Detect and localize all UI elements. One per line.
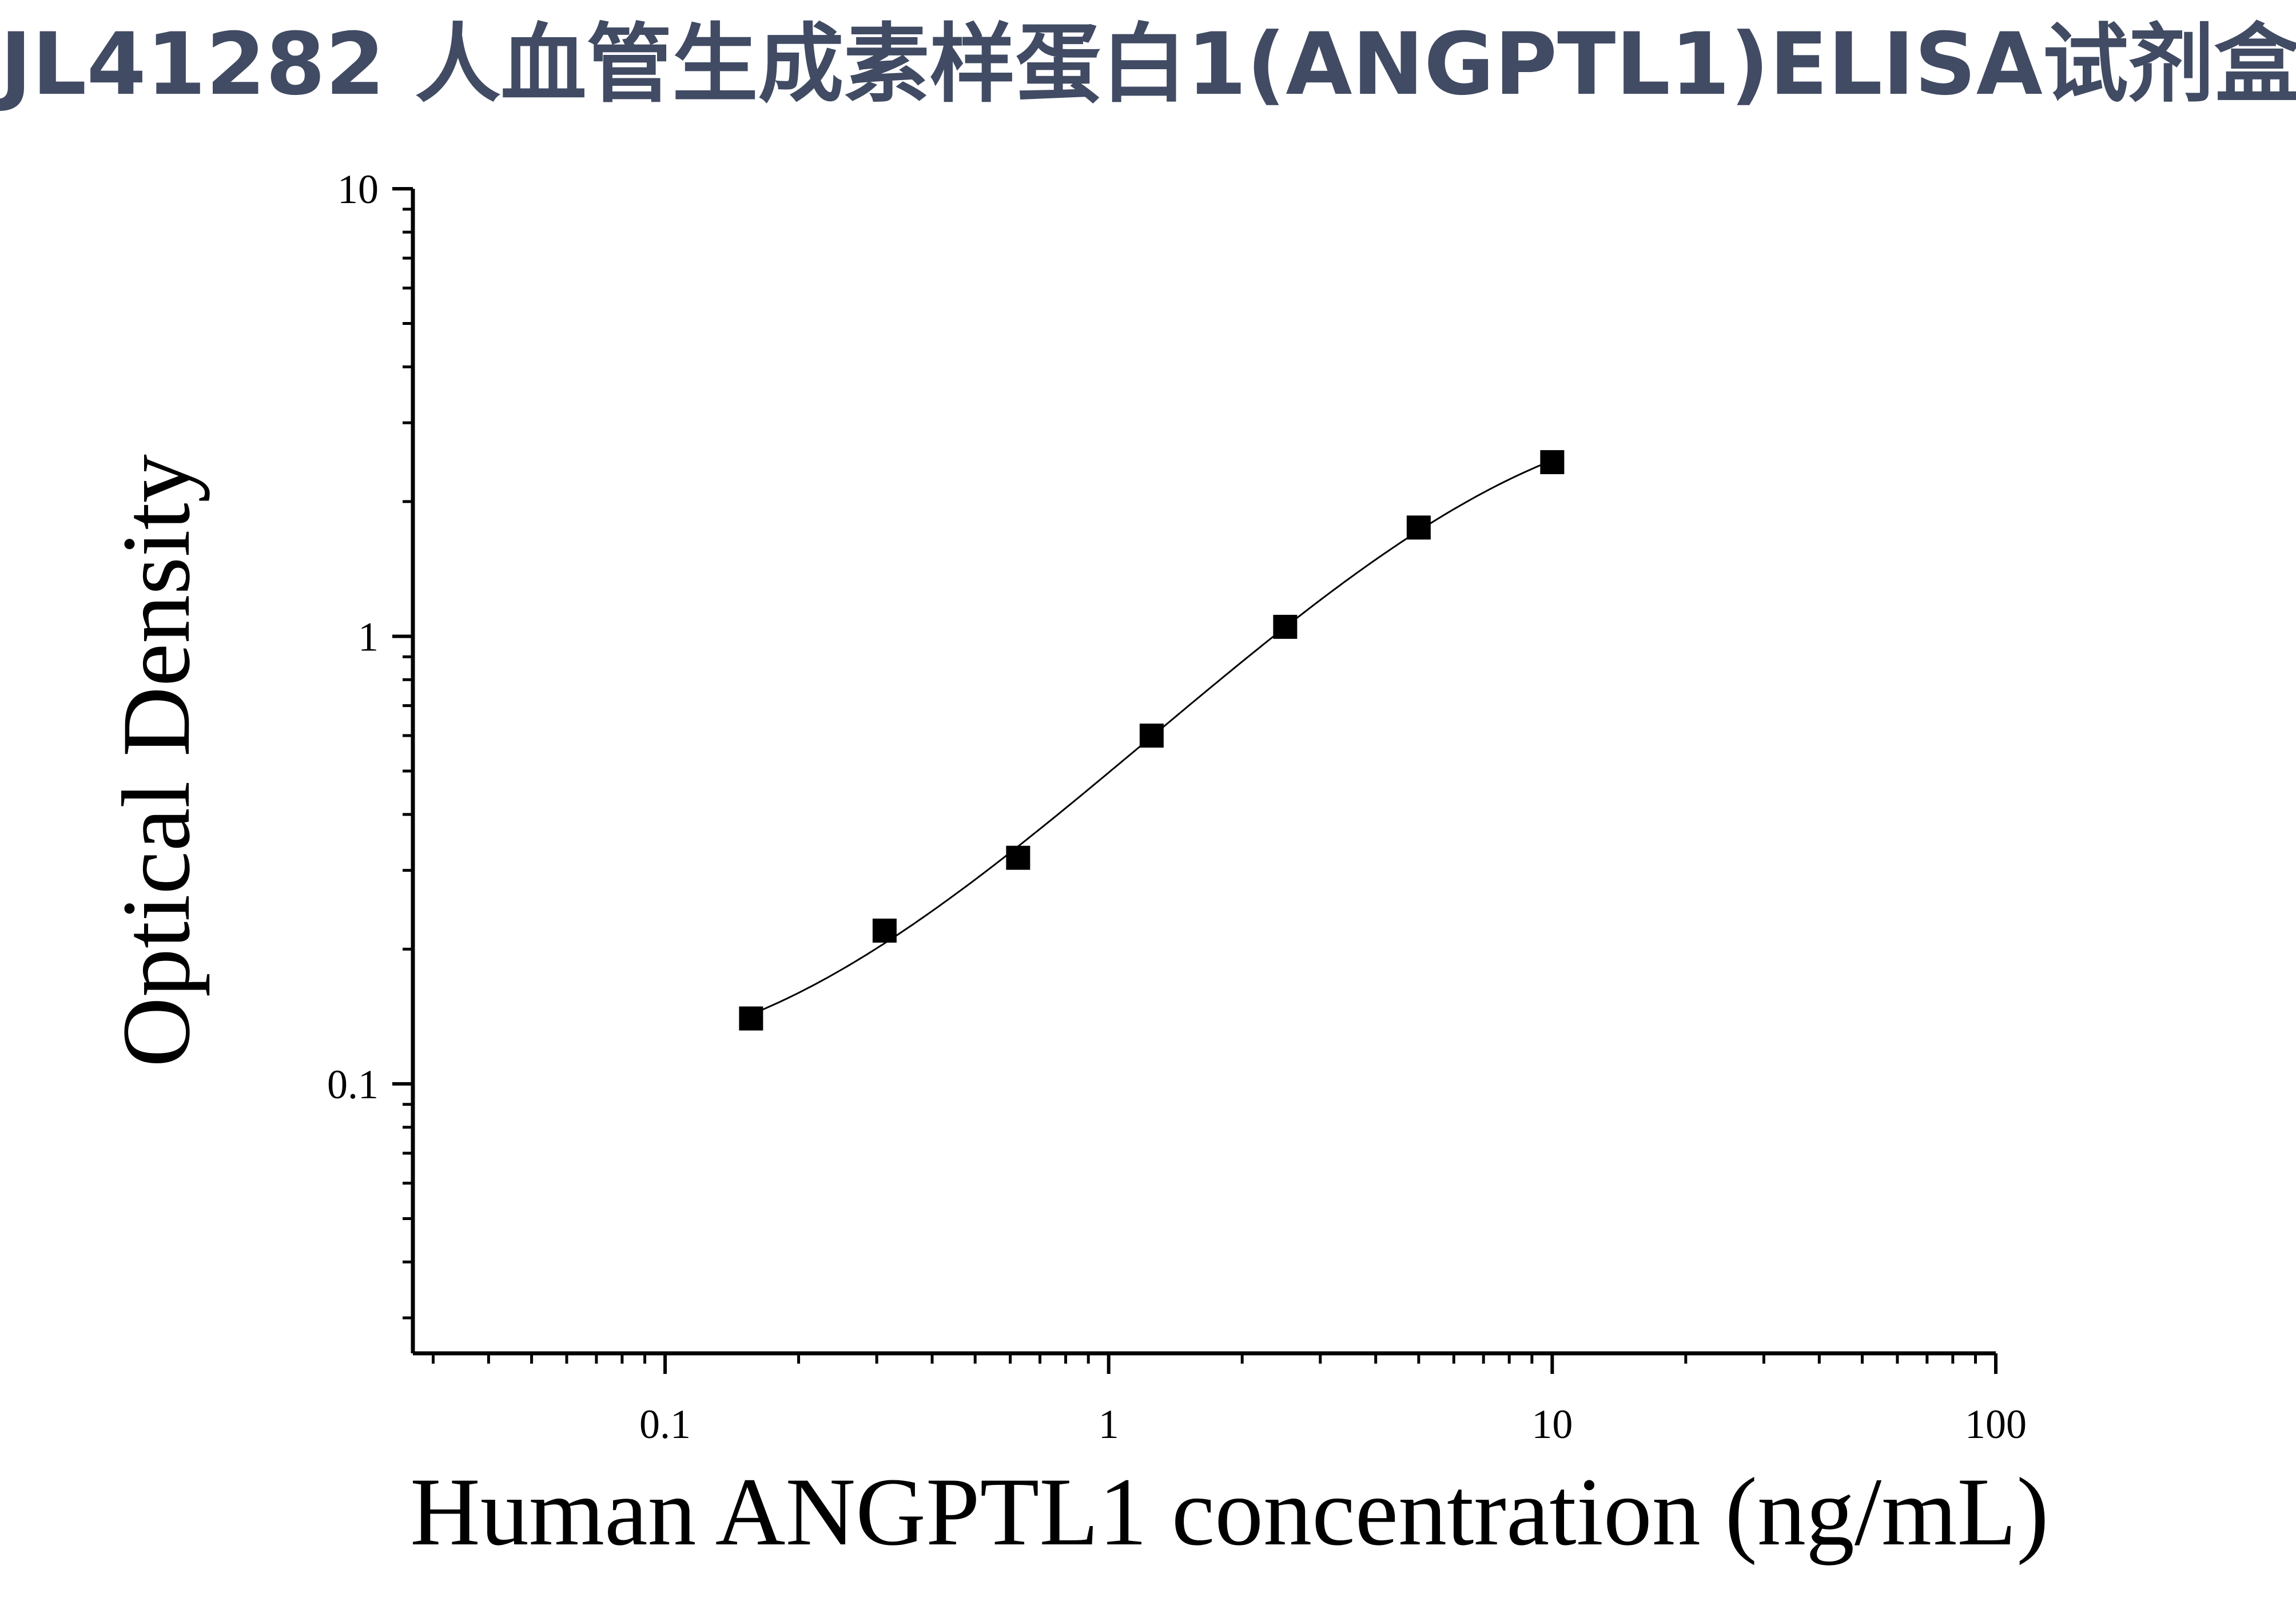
- data-point: [1006, 845, 1030, 870]
- x-tick-label: 10: [1531, 1401, 1573, 1447]
- y-tick-label: 10: [337, 166, 379, 212]
- data-point: [1273, 614, 1298, 639]
- x-tick-label: 0.1: [639, 1401, 691, 1447]
- data-point: [1139, 724, 1164, 748]
- x-axis-title: Human ANGPTL1 concentration (ng/mL): [410, 1458, 2049, 1566]
- x-tick-label: 100: [1965, 1401, 2027, 1447]
- y-tick-label: 0.1: [327, 1062, 379, 1107]
- data-points-layer: [739, 450, 1565, 1031]
- y-axis-title: Optical Density: [102, 454, 210, 1067]
- data-point: [1540, 450, 1565, 474]
- data-point: [739, 1006, 763, 1031]
- data-point: [1406, 515, 1431, 540]
- page-title: JL41282 人血管生成素样蛋白1(ANGPTL1)ELISA试剂盒: [0, 15, 2296, 114]
- data-point: [872, 918, 897, 943]
- y-axis: 0.1 1 10: [327, 166, 415, 1353]
- y-tick-label: 1: [358, 614, 379, 660]
- x-axis: 0.1 1 10 100: [413, 1351, 2027, 1447]
- x-tick-label: 1: [1099, 1401, 1119, 1447]
